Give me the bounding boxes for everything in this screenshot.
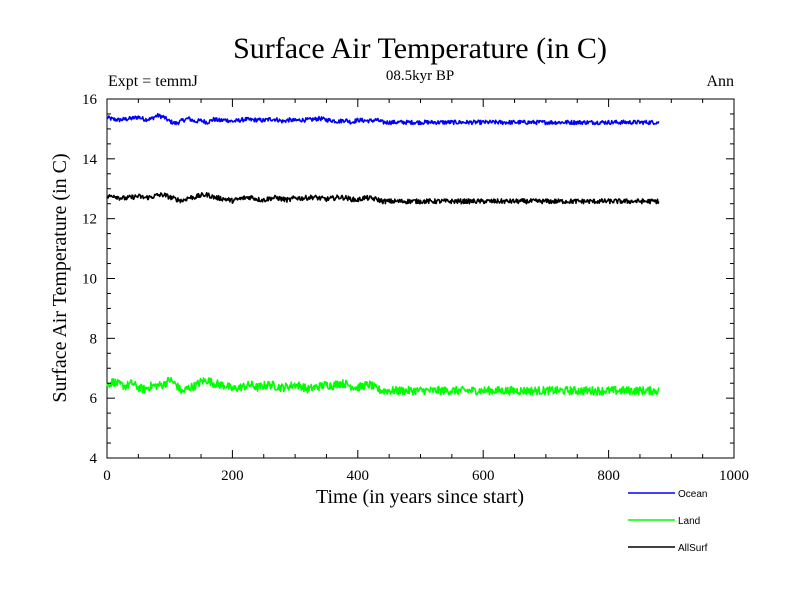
- series-line-ocean: [106, 112, 660, 126]
- y-tick-label: 10: [82, 272, 97, 288]
- y-tick-label: 8: [90, 331, 98, 347]
- x-tick-label: 0: [103, 468, 111, 484]
- x-tick-label: 800: [597, 468, 620, 484]
- y-axis-ticks: 4 6 8 10 12 14 16: [82, 92, 734, 467]
- chart-title: Surface Air Temperature (in C): [233, 32, 607, 65]
- y-tick-label: 14: [82, 152, 98, 168]
- y-tick-label: 12: [82, 212, 97, 228]
- legend-label-allsurf: AllSurf: [678, 543, 708, 554]
- legend: Ocean Land AllSurf: [628, 489, 708, 554]
- x-tick-label: 200: [221, 468, 244, 484]
- period-label: Ann: [706, 73, 734, 90]
- chart-subtitle: 08.5kyr BP: [386, 68, 454, 84]
- plot-frame: [106, 98, 735, 459]
- legend-label-ocean: Ocean: [678, 489, 707, 500]
- series-line-allsurf: [106, 191, 660, 205]
- x-tick-label: 600: [472, 468, 495, 484]
- experiment-label: Expt = temmJ: [108, 73, 198, 90]
- x-tick-label: 400: [347, 468, 370, 484]
- y-tick-label: 6: [90, 391, 98, 407]
- x-axis-ticks: 0 200 400 600 800 1000: [103, 99, 749, 484]
- y-tick-label: 16: [82, 92, 98, 108]
- y-tick-label: 4: [90, 451, 98, 467]
- x-tick-label: 1000: [719, 468, 749, 484]
- y-axis-label: Surface Air Temperature (in C): [49, 153, 71, 402]
- plot-area: [106, 98, 735, 459]
- series-line-land: [106, 376, 660, 396]
- legend-label-land: Land: [678, 516, 700, 527]
- x-axis-label: Time (in years since start): [316, 486, 524, 508]
